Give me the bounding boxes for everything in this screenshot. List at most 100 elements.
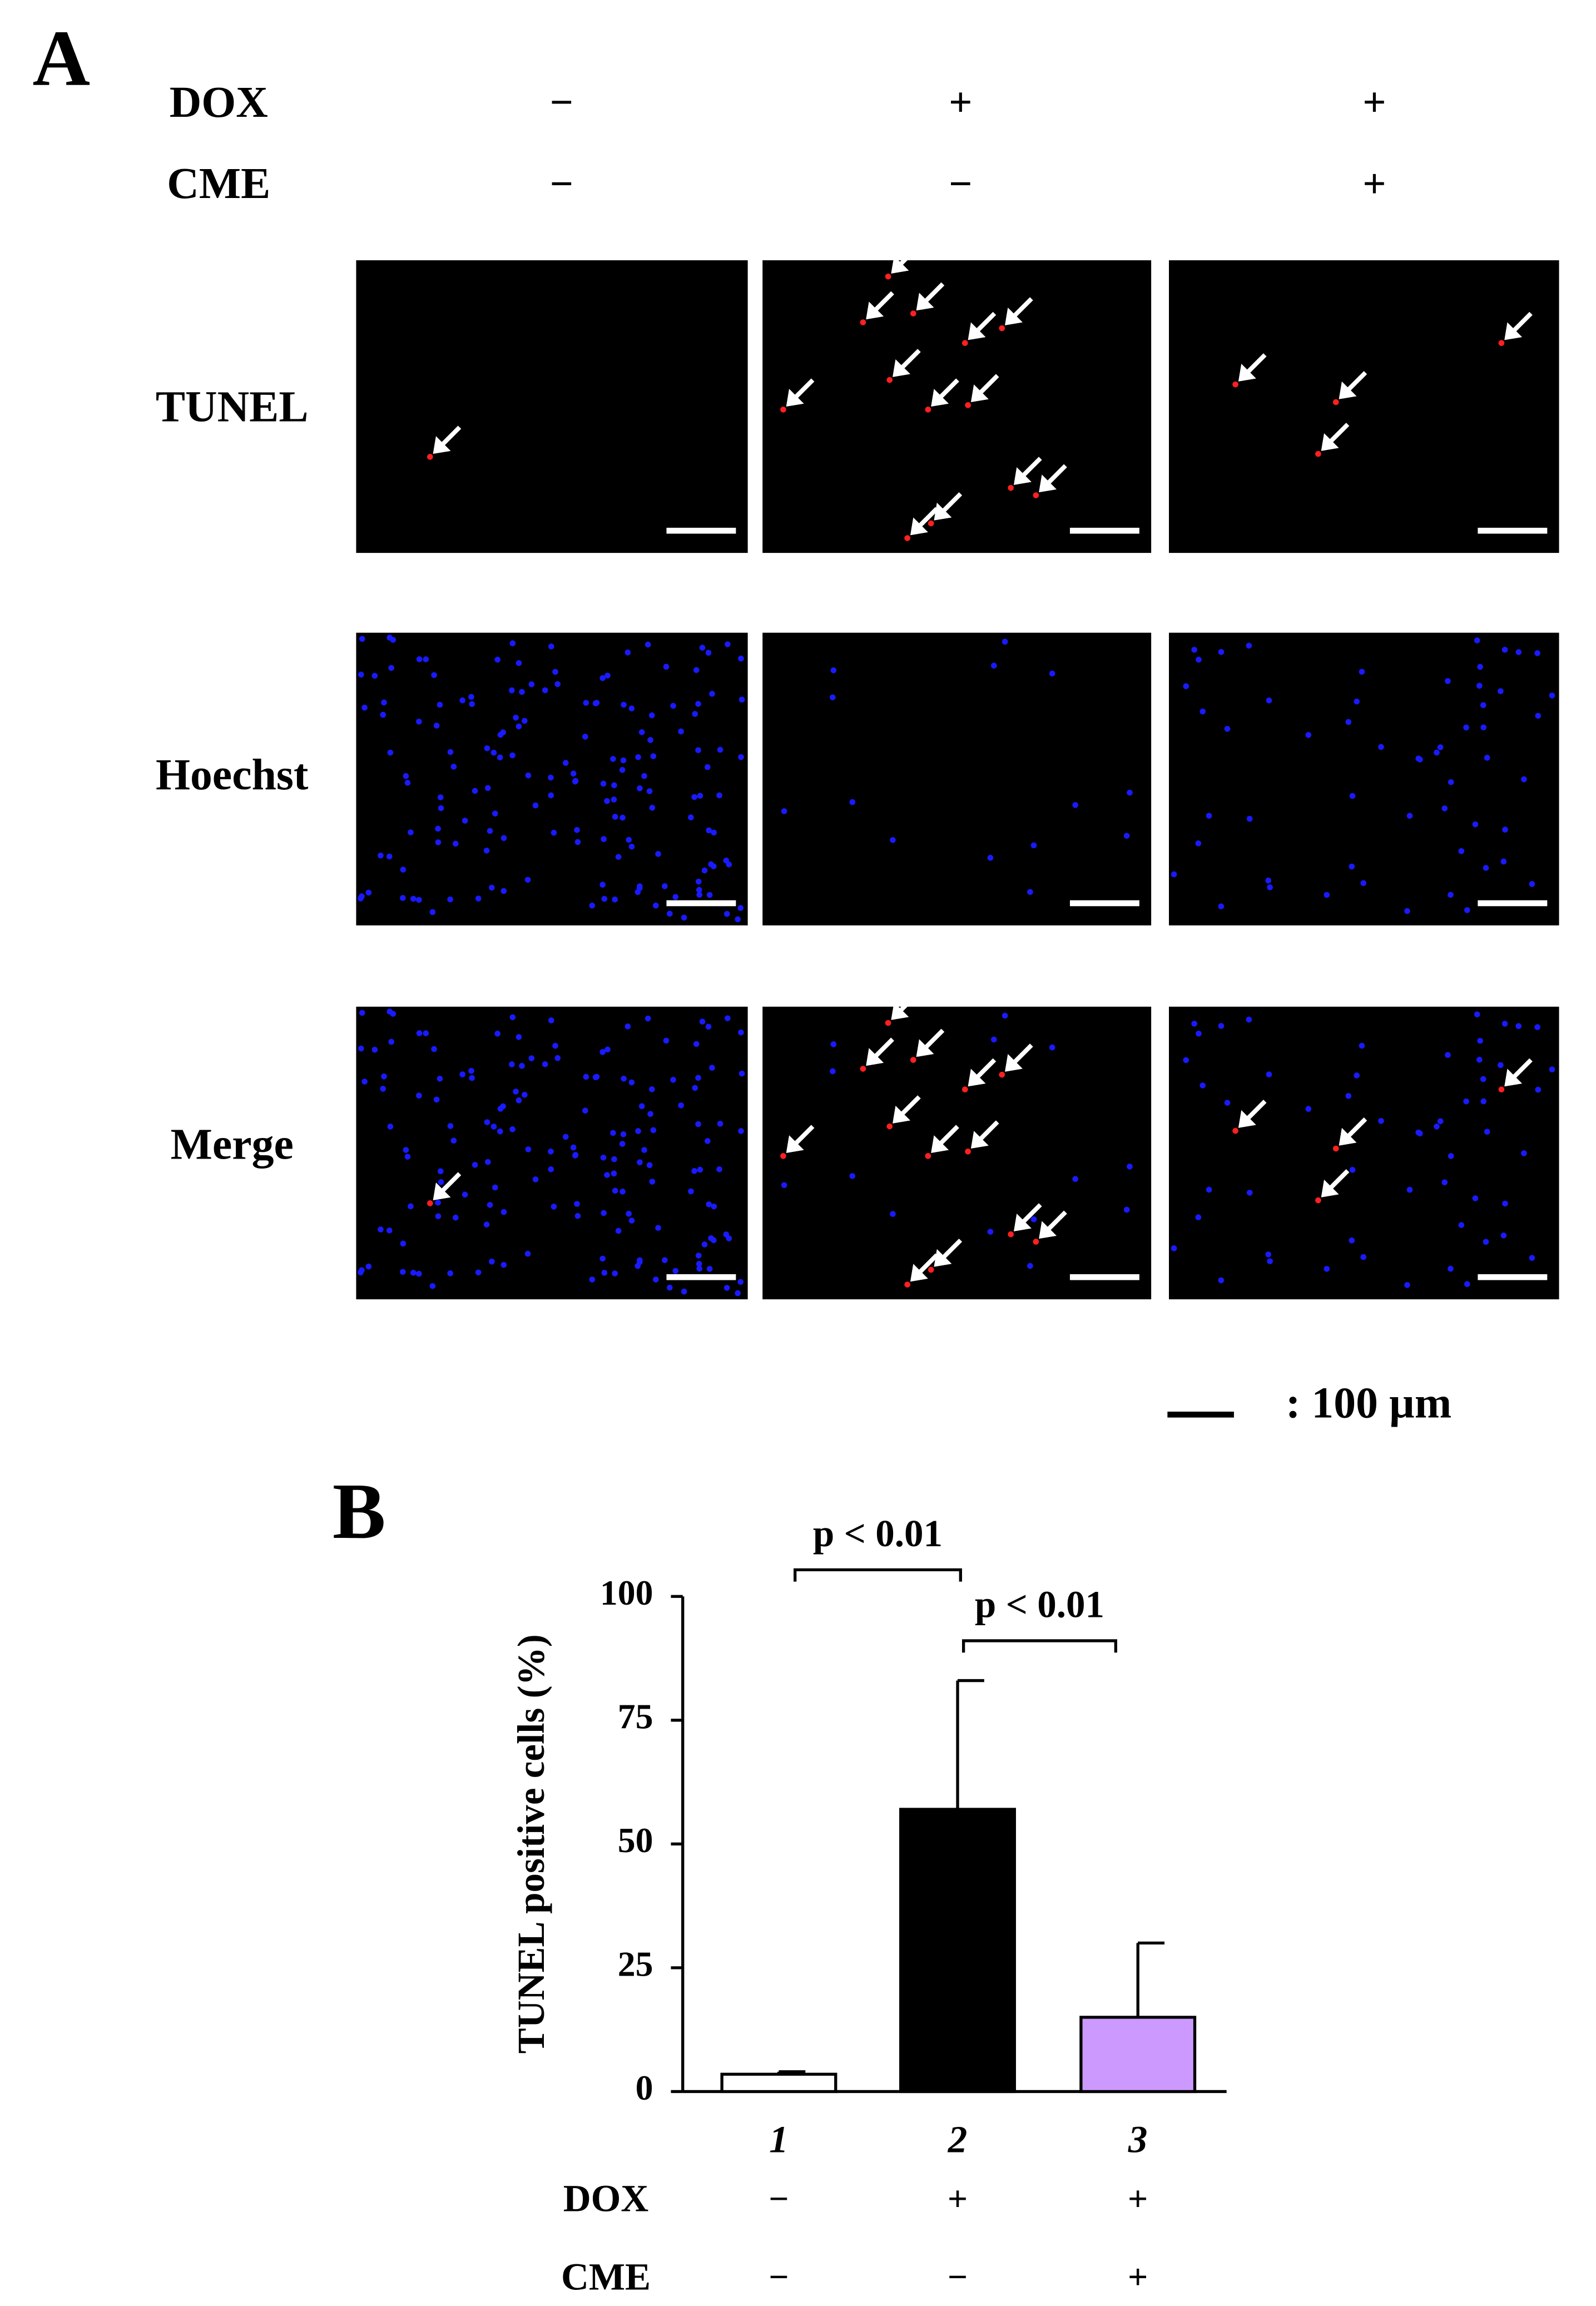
arrow-head	[1238, 1110, 1256, 1128]
arrow-head	[910, 517, 928, 536]
apoptotic-cell	[910, 1057, 916, 1063]
condition-sign: +	[1128, 2179, 1148, 2218]
nucleus	[462, 818, 468, 824]
apoptotic-cell	[427, 454, 433, 460]
nucleus	[649, 1179, 656, 1185]
nucleus	[636, 885, 643, 892]
nucleus	[574, 1213, 581, 1219]
nucleus	[400, 867, 407, 873]
nucleus	[987, 1229, 994, 1235]
nucleus	[830, 1041, 837, 1047]
nucleus	[611, 796, 617, 803]
nucleus	[781, 1182, 787, 1189]
nucleus	[388, 1038, 394, 1045]
nucleus	[400, 1240, 407, 1247]
nucleus	[1476, 682, 1483, 689]
nucleus	[738, 696, 745, 703]
nucleus	[542, 1061, 548, 1067]
nucleus	[717, 746, 723, 753]
nucleus	[408, 829, 414, 835]
nucleus	[582, 1107, 588, 1114]
nucleus	[1030, 1216, 1037, 1223]
nucleus	[1378, 1118, 1384, 1124]
nucleus	[509, 752, 516, 759]
nucleus	[716, 792, 722, 799]
apoptotic-cell	[925, 407, 931, 413]
nucleus	[475, 895, 482, 902]
nucleus	[378, 1226, 384, 1233]
nucleus	[638, 729, 645, 735]
nucleus	[1434, 1124, 1440, 1130]
nucleus	[990, 1036, 997, 1043]
nucleus	[1463, 1098, 1469, 1105]
nucleus	[574, 1201, 580, 1207]
nucleus	[1359, 669, 1365, 675]
nucleus	[416, 897, 422, 903]
nucleus	[693, 1041, 700, 1047]
nucleus	[1206, 813, 1212, 819]
nucleus	[403, 773, 409, 779]
significance-bracket	[794, 1568, 962, 1582]
y-tick-label: 0	[636, 2068, 653, 2107]
nucleus	[621, 701, 627, 708]
nucleus	[1437, 744, 1444, 750]
nucleus	[387, 749, 394, 756]
nucleus	[500, 1261, 507, 1268]
nucleus	[484, 745, 490, 751]
arrow-head	[1005, 1053, 1023, 1072]
nucleus	[497, 1106, 504, 1112]
apoptotic-cell	[886, 1123, 893, 1130]
nucleus	[628, 1079, 635, 1086]
nucleus	[615, 854, 622, 860]
nucleus	[524, 1250, 531, 1257]
nucleus	[484, 1119, 490, 1125]
scale-bar-text: : 100 µm	[1286, 1378, 1451, 1427]
apoptotic-cell	[427, 1200, 433, 1206]
row-label: Hoechst	[156, 750, 309, 799]
nucleus	[1246, 1016, 1252, 1023]
nucleus	[494, 656, 500, 663]
apoptotic-cell	[965, 402, 971, 408]
nucleus	[637, 1159, 643, 1166]
nucleus	[490, 749, 497, 756]
row-label: TUNEL	[156, 382, 309, 431]
nucleus	[610, 1130, 616, 1136]
apoptotic-cell	[1008, 484, 1014, 491]
nucleus	[1477, 1037, 1483, 1044]
nucleus	[484, 1159, 491, 1165]
nucleus	[429, 1283, 436, 1289]
nucleus	[1476, 1056, 1483, 1063]
nucleus	[437, 1076, 443, 1082]
nucleus	[1534, 650, 1540, 656]
condition-sign: +	[1128, 2257, 1148, 2297]
nucleus	[1406, 1186, 1413, 1193]
nucleus	[1196, 1030, 1202, 1037]
arrow-head	[968, 1068, 986, 1087]
nucleus	[890, 1211, 896, 1217]
nucleus	[1529, 1255, 1535, 1261]
condition-label: CME	[561, 2255, 651, 2298]
nucleus	[626, 837, 632, 843]
nucleus	[548, 1149, 554, 1155]
nucleus	[1458, 1222, 1465, 1228]
nucleus	[361, 704, 368, 711]
nucleus	[735, 916, 741, 923]
nucleus	[570, 770, 577, 777]
apoptotic-cell	[925, 1153, 931, 1159]
nucleus	[662, 1257, 668, 1263]
nucleus	[475, 1269, 482, 1276]
nucleus	[1360, 880, 1367, 887]
nucleus	[548, 792, 554, 799]
micrograph	[356, 260, 748, 553]
micrograph	[1169, 632, 1559, 926]
nucleus	[1266, 697, 1272, 704]
nucleus	[697, 1166, 703, 1173]
micrograph	[356, 632, 748, 926]
apoptotic-cell	[904, 1281, 910, 1288]
micrograph-bg	[762, 260, 1152, 553]
nucleus	[1246, 642, 1252, 649]
nucleus	[589, 902, 596, 909]
nucleus	[655, 851, 661, 857]
